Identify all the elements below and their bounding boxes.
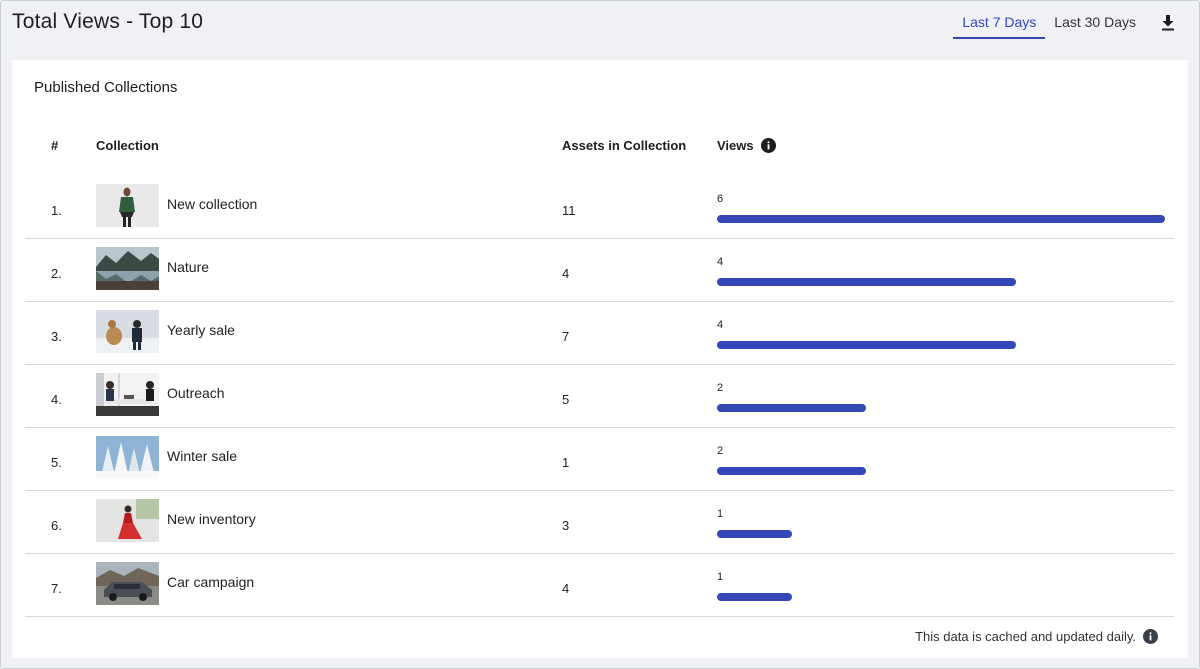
assets-count: 1 [562, 455, 570, 470]
column-header-collection: Collection [96, 138, 159, 153]
collection-name[interactable]: Car campaign [167, 574, 255, 590]
card-title: Published Collections [34, 79, 178, 96]
views-count: 1 [717, 571, 724, 583]
collection-thumbnail [96, 247, 159, 290]
views-bar [717, 593, 792, 601]
collection-name[interactable]: New collection [167, 196, 258, 212]
assets-count: 5 [562, 392, 570, 407]
tab-last-30-days[interactable]: Last 30 Days [1054, 14, 1136, 30]
collection-thumbnail [96, 499, 159, 542]
collection-name[interactable]: New inventory [167, 511, 256, 527]
row-rank: 6. [51, 518, 62, 533]
cache-note-text: This data is cached and updated daily. [915, 629, 1136, 644]
assets-count: 7 [562, 329, 570, 344]
views-count: 2 [717, 382, 724, 394]
page-title: Total Views - Top 10 [12, 10, 204, 33]
collection-thumbnail [96, 562, 159, 605]
tab-last-7-days[interactable]: Last 7 Days [953, 11, 1046, 39]
collection-name[interactable]: Yearly sale [167, 322, 235, 338]
assets-count: 4 [562, 266, 570, 281]
collection-name[interactable]: Winter sale [167, 448, 238, 464]
assets-count: 3 [562, 518, 570, 533]
download-icon [1162, 15, 1174, 31]
views-count: 6 [717, 193, 724, 205]
views-bar [717, 530, 792, 538]
views-bar [717, 404, 866, 412]
column-header-views: Views [717, 138, 776, 153]
views-bar [717, 467, 866, 475]
table-row[interactable]: 7. Car campaign 4 1 [25, 554, 1174, 617]
collection-name[interactable]: Outreach [167, 385, 225, 401]
views-count: 4 [717, 256, 724, 268]
row-rank: 1. [51, 203, 62, 218]
collection-thumbnail [96, 184, 159, 227]
collection-name[interactable]: Nature [167, 259, 210, 275]
column-header-rank: # [51, 138, 59, 153]
views-count: 1 [717, 508, 724, 520]
info-icon[interactable] [760, 138, 776, 153]
cache-note: This data is cached and updated daily. [915, 629, 1158, 644]
row-rank: 3. [51, 329, 62, 344]
table-row[interactable]: 5. Winter sale 1 2 [25, 428, 1174, 491]
assets-count: 4 [562, 581, 570, 596]
row-rank: 2. [51, 266, 62, 281]
views-bar [717, 278, 1016, 286]
download-button[interactable] [1157, 12, 1179, 34]
table-row[interactable]: 2. Nature 4 4 [25, 239, 1174, 302]
collection-thumbnail [96, 436, 159, 479]
views-bar [717, 341, 1016, 349]
table-row[interactable]: 6. New inventory 3 1 [25, 491, 1174, 554]
views-header-label: Views [717, 138, 754, 153]
collection-thumbnail [96, 310, 159, 353]
assets-count: 11 [562, 203, 576, 218]
table-row[interactable]: 3. Yearly sale 7 4 [25, 302, 1174, 365]
collection-thumbnail [96, 373, 159, 416]
published-collections-card: Published Collections # Collection Asset… [12, 60, 1188, 658]
row-rank: 5. [51, 455, 62, 470]
info-icon[interactable] [1143, 629, 1158, 644]
views-count: 4 [717, 319, 724, 331]
table-row[interactable]: 4. Outreach 5 2 [25, 365, 1174, 428]
row-rank: 7. [51, 581, 62, 596]
time-range-tabs: Last 7 Days Last 30 Days [953, 11, 1179, 39]
table-row[interactable]: 1. New collection 11 6 [25, 176, 1174, 239]
views-count: 2 [717, 445, 724, 457]
row-rank: 4. [51, 392, 62, 407]
views-bar [717, 215, 1165, 223]
column-header-assets: Assets in Collection [562, 138, 687, 153]
